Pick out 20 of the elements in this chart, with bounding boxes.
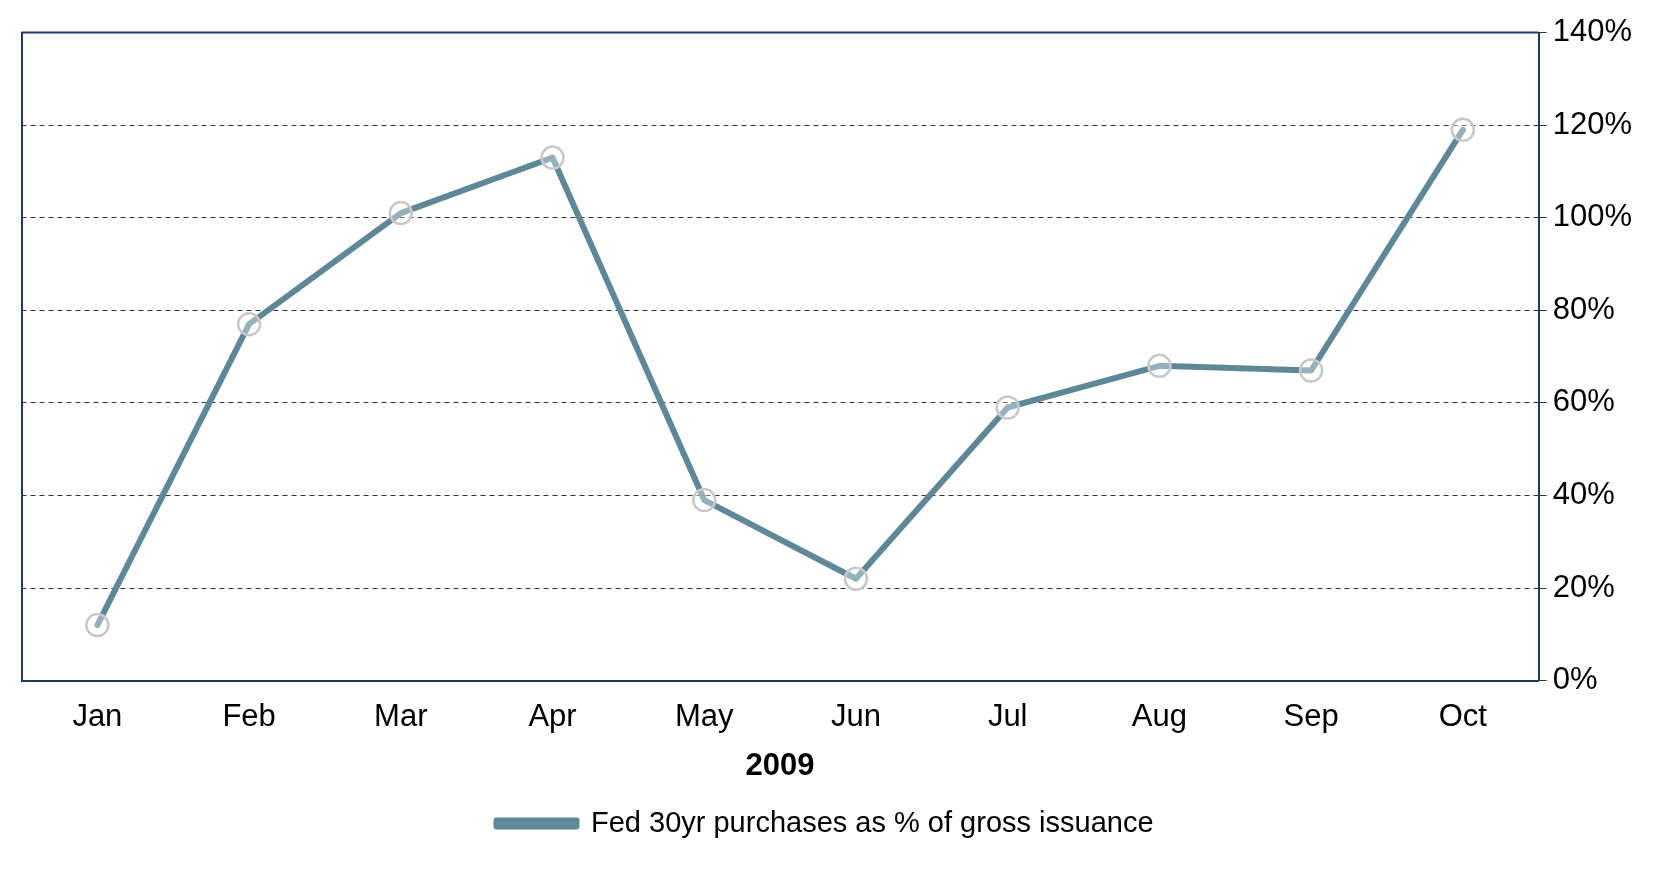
y-tick-label: 20% [1552, 568, 1615, 604]
y-tick-label: 80% [1552, 290, 1615, 326]
y-tick-label: 40% [1552, 476, 1615, 511]
x-tick-label: Sep [1283, 697, 1339, 733]
x-tick-label: Jun [830, 697, 881, 733]
x-tick-label: Apr [528, 697, 577, 733]
legend-label: Fed 30yr purchases as % of gross issuance [590, 805, 1154, 838]
x-tick-label: May [674, 697, 735, 733]
y-tick-label: 100% [1552, 198, 1633, 234]
x-tick-label: Feb [222, 697, 276, 733]
x-tick-label: Jan [72, 697, 123, 733]
x-tick-label: Jul [987, 697, 1028, 733]
y-tick-label: 120% [1552, 105, 1633, 141]
y-tick-label: 0% [1552, 661, 1598, 697]
x-axis-title: 2009 [745, 746, 815, 782]
y-tick-label: 60% [1552, 383, 1615, 419]
x-tick-label: Aug [1131, 697, 1187, 733]
y-tick-label: 140% [1552, 13, 1633, 49]
x-tick-label: Mar [374, 697, 428, 733]
x-tick-label: Oct [1438, 697, 1488, 733]
